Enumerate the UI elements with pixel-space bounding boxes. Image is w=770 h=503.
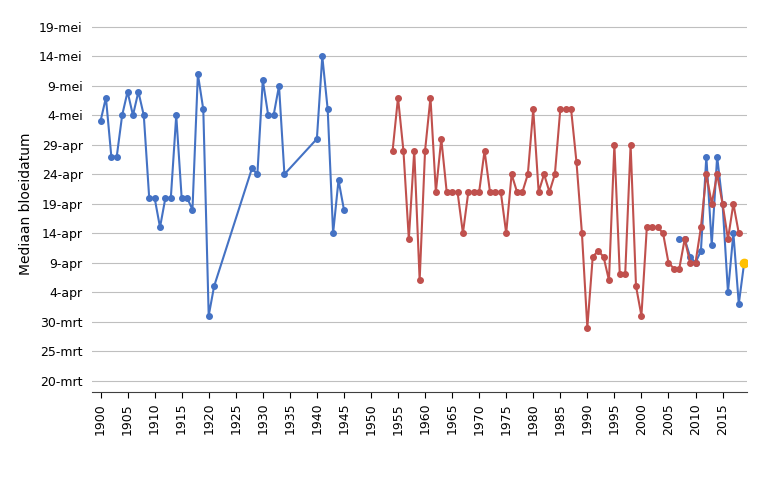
Natuurkalender [102, 95, 111, 101]
Natuurkalender [182, 195, 192, 201]
PPO Fruit [723, 236, 732, 242]
PPO Fruit [572, 159, 581, 165]
Natuurkalender [334, 177, 343, 183]
Natuurkalender [274, 83, 283, 89]
Y-axis label: Mediaan bloeidatum: Mediaan bloeidatum [19, 132, 34, 275]
Natuurkalender [269, 112, 278, 118]
Natuurkalender [323, 107, 333, 113]
Line: PPO Fruit: PPO Fruit [390, 95, 742, 330]
Natuurkalender [123, 89, 132, 95]
Natuurkalender [172, 112, 181, 118]
Natuurkalender [247, 165, 256, 172]
Natuurkalender [329, 230, 338, 236]
Natuurkalender [134, 89, 143, 95]
PPO Fruit [388, 148, 397, 154]
Line: Natuurkalender: Natuurkalender [98, 54, 346, 318]
PPO Fruit [540, 171, 549, 177]
Natuurkalender [145, 195, 154, 201]
Natuurkalender [139, 112, 149, 118]
Natuurkalender [280, 171, 289, 177]
Natuurkalender [118, 112, 127, 118]
Natuurkalender [253, 171, 262, 177]
Natuurkalender [161, 195, 170, 201]
Natuurkalender [318, 53, 327, 59]
PPO Fruit [583, 324, 592, 330]
Natuurkalender [150, 195, 159, 201]
Natuurkalender [166, 195, 176, 201]
Natuurkalender [112, 153, 122, 159]
PPO Fruit [734, 230, 743, 236]
Natuurkalender [258, 77, 267, 83]
PPO Fruit [393, 95, 403, 101]
PPO Fruit [474, 189, 484, 195]
Natuurkalender [199, 107, 208, 113]
Natuurkalender [340, 207, 349, 213]
Natuurkalender [188, 207, 197, 213]
Natuurkalender [129, 112, 138, 118]
Natuurkalender [313, 136, 322, 142]
Natuurkalender [96, 118, 105, 124]
PPO Fruit [496, 189, 505, 195]
Natuurkalender [204, 313, 213, 319]
Natuurkalender [107, 153, 116, 159]
Natuurkalender [193, 71, 203, 77]
Natuurkalender [177, 195, 186, 201]
Natuurkalender [156, 224, 165, 230]
Natuurkalender [263, 112, 273, 118]
PPO Fruit [696, 224, 705, 230]
Natuurkalender [209, 283, 219, 289]
